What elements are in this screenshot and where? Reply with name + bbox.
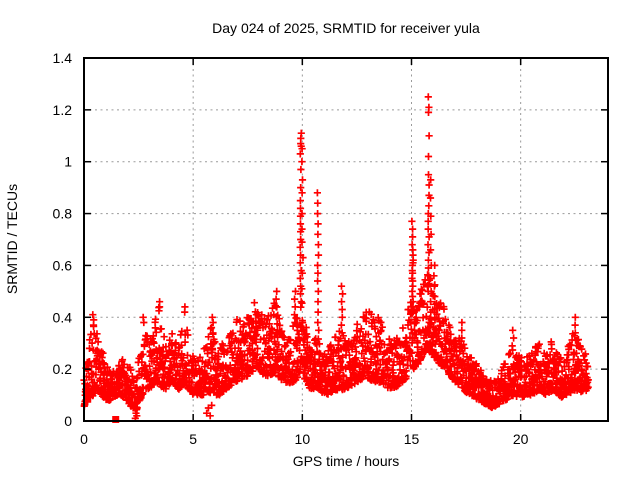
x-tick-label: 20	[513, 431, 529, 447]
x-axis-label: GPS time / hours	[293, 453, 400, 469]
tick-labels: 0 5 10 15 20 0 0.2 0.4 0.6 0.8 1 1.2 1.4	[53, 50, 529, 447]
y-tick-label: 0.2	[53, 361, 73, 377]
y-tick-label: 0.8	[53, 206, 73, 222]
y-tick-label: 0	[64, 413, 72, 429]
chart-title: Day 024 of 2025, SRMTID for receiver yul…	[212, 20, 480, 36]
y-tick-label: 1.2	[53, 102, 73, 118]
x-tick-label: 0	[80, 431, 88, 447]
x-tick-label: 10	[295, 431, 311, 447]
x-tick-label: 15	[404, 431, 420, 447]
x-tick-label: 5	[189, 431, 197, 447]
axes: 0 5 10 15 20 0 0.2 0.4 0.6 0.8 1 1.2 1.4	[53, 50, 609, 447]
y-axis-label: SRMTID / TECUs	[4, 184, 20, 294]
outlier-square-marker	[112, 416, 120, 423]
y-tick-label: 1	[64, 154, 72, 170]
data-points-layer	[80, 93, 592, 423]
y-tick-label: 0.6	[53, 257, 73, 273]
y-tick-label: 0.4	[53, 309, 73, 325]
axis-ticks	[83, 57, 608, 422]
y-tick-label: 1.4	[53, 50, 73, 66]
plot-border	[83, 57, 609, 422]
scatter-plus-markers	[80, 93, 592, 422]
